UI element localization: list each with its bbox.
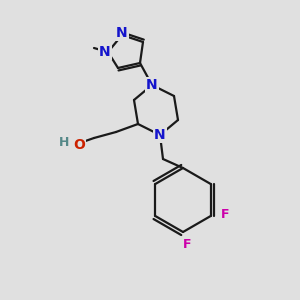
Text: N: N — [146, 78, 158, 92]
Text: N: N — [154, 128, 166, 142]
Text: F: F — [183, 238, 191, 251]
Text: N: N — [99, 45, 111, 59]
Text: H: H — [59, 136, 69, 148]
Text: O: O — [73, 138, 85, 152]
Text: N: N — [116, 26, 128, 40]
Text: F: F — [220, 208, 229, 220]
